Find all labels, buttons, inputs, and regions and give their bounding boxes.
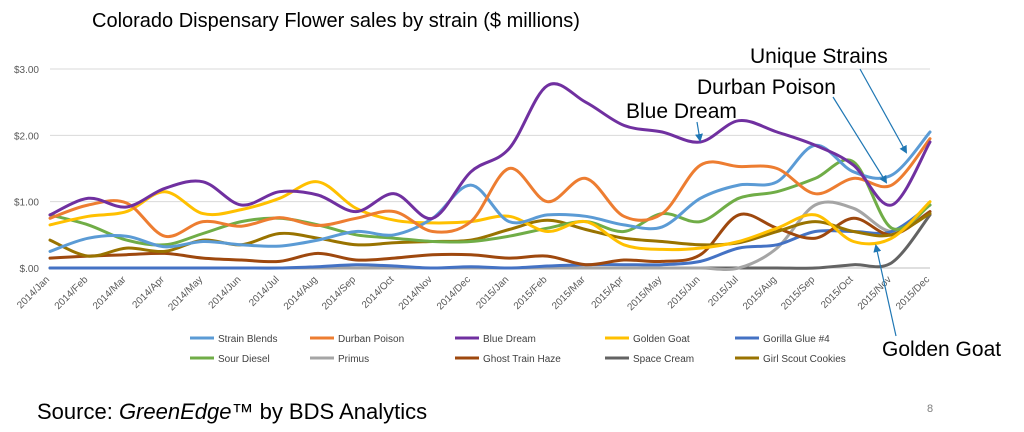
y-tick-label: $2.00	[14, 131, 39, 142]
source-prefix: Source:	[37, 399, 119, 424]
source-brand: GreenEdge™	[119, 399, 254, 424]
x-tick-label: 2015/Feb	[512, 274, 550, 312]
x-tick-label: 2015/Jan	[474, 274, 511, 311]
x-tick-label: 2014/Apr	[130, 274, 167, 311]
annotation-durban-poison: Durban Poison	[697, 76, 836, 99]
x-axis-ticks: 2014/Jan 2014/Feb 2014/Mar 2014/Apr 2014/May…	[15, 274, 932, 313]
series-lines	[48, 82, 932, 271]
x-tick-label: 2014/Mar	[91, 274, 129, 312]
series-line-sour-diesel	[48, 158, 932, 247]
annotation-arrow-durban-poison	[832, 96, 888, 184]
annotation-arrow-unique-strains	[859, 68, 907, 154]
x-tick-label: 2014/Nov	[397, 274, 435, 312]
x-tick-label: 2015/Mar	[550, 274, 588, 312]
x-tick-label: 2015/Dec	[894, 274, 932, 312]
y-axis-ticks: $.00 $1.00 $2.00 $3.00	[14, 65, 39, 275]
x-tick-label: 2015/Jun	[666, 274, 703, 311]
legend-label-blue-dream: Blue Dream	[483, 334, 536, 345]
x-tick-label: 2014/Sep	[320, 274, 358, 312]
x-tick-label: 2014/Jan	[15, 274, 52, 311]
x-tick-label: 2014/May	[166, 274, 205, 313]
series-line-strain-blends	[48, 130, 932, 253]
legend-label-durban-poison: Durban Poison	[338, 334, 404, 345]
annotation-arrow-golden-goat	[873, 244, 897, 337]
page-number: 8	[927, 403, 933, 415]
annotation-unique-strains: Unique Strains	[750, 45, 888, 68]
x-tick-label: 2014/Jun	[207, 274, 244, 311]
y-tick-label: $1.00	[14, 198, 39, 209]
x-tick-label: 2014/Aug	[282, 274, 320, 312]
legend-label-sour-diesel: Sour Diesel	[218, 354, 270, 365]
annotation-golden-goat: Golden Goat	[882, 338, 1001, 361]
x-tick-label: 2015/Jul	[706, 274, 741, 309]
x-tick-label: 2015/Aug	[741, 274, 779, 312]
legend-label-strain-blends: Strain Blends	[218, 334, 277, 345]
x-tick-label: 2015/Oct	[819, 274, 856, 311]
x-tick-label: 2015/Sep	[779, 274, 817, 312]
source-caption: Source: GreenEdge™ by BDS Analytics	[37, 399, 427, 424]
x-tick-label: 2015/May	[625, 274, 664, 313]
legend-label-girl-scout-cookies: Girl Scout Cookies	[763, 354, 846, 365]
legend-label-gorilla-glue-4: Gorilla Glue #4	[763, 334, 830, 345]
chart-title: Colorado Dispensary Flower sales by stra…	[92, 10, 580, 32]
legend-label-space-cream: Space Cream	[633, 354, 694, 365]
source-suffix: by BDS Analytics	[253, 399, 427, 424]
legend-label-primus: Primus	[338, 354, 369, 365]
x-tick-label: 2015/Apr	[590, 274, 627, 311]
series-line-gorilla-glue-4	[48, 203, 932, 270]
y-tick-label: $.00	[20, 264, 40, 275]
series-line-blue-dream	[48, 82, 932, 220]
legend-label-golden-goat: Golden Goat	[633, 334, 690, 345]
x-tick-label: 2014/Feb	[53, 274, 91, 312]
x-tick-label: 2014/Dec	[435, 274, 473, 312]
legend: Strain Blends Durban Poison Blue Dream Gold…	[190, 334, 846, 365]
x-tick-label: 2015/Nov	[856, 274, 894, 312]
legend-label-ghost-train-haze: Ghost Train Haze	[483, 354, 561, 365]
series-line-durban-poison	[48, 137, 932, 239]
x-tick-label: 2014/Oct	[360, 274, 397, 311]
series-line-golden-goat	[48, 180, 932, 252]
annotation-blue-dream: Blue Dream	[626, 100, 737, 123]
x-tick-label: 2014/Jul	[247, 274, 282, 309]
annotation-arrow-blue-dream	[695, 121, 703, 142]
y-tick-label: $3.00	[14, 65, 39, 76]
